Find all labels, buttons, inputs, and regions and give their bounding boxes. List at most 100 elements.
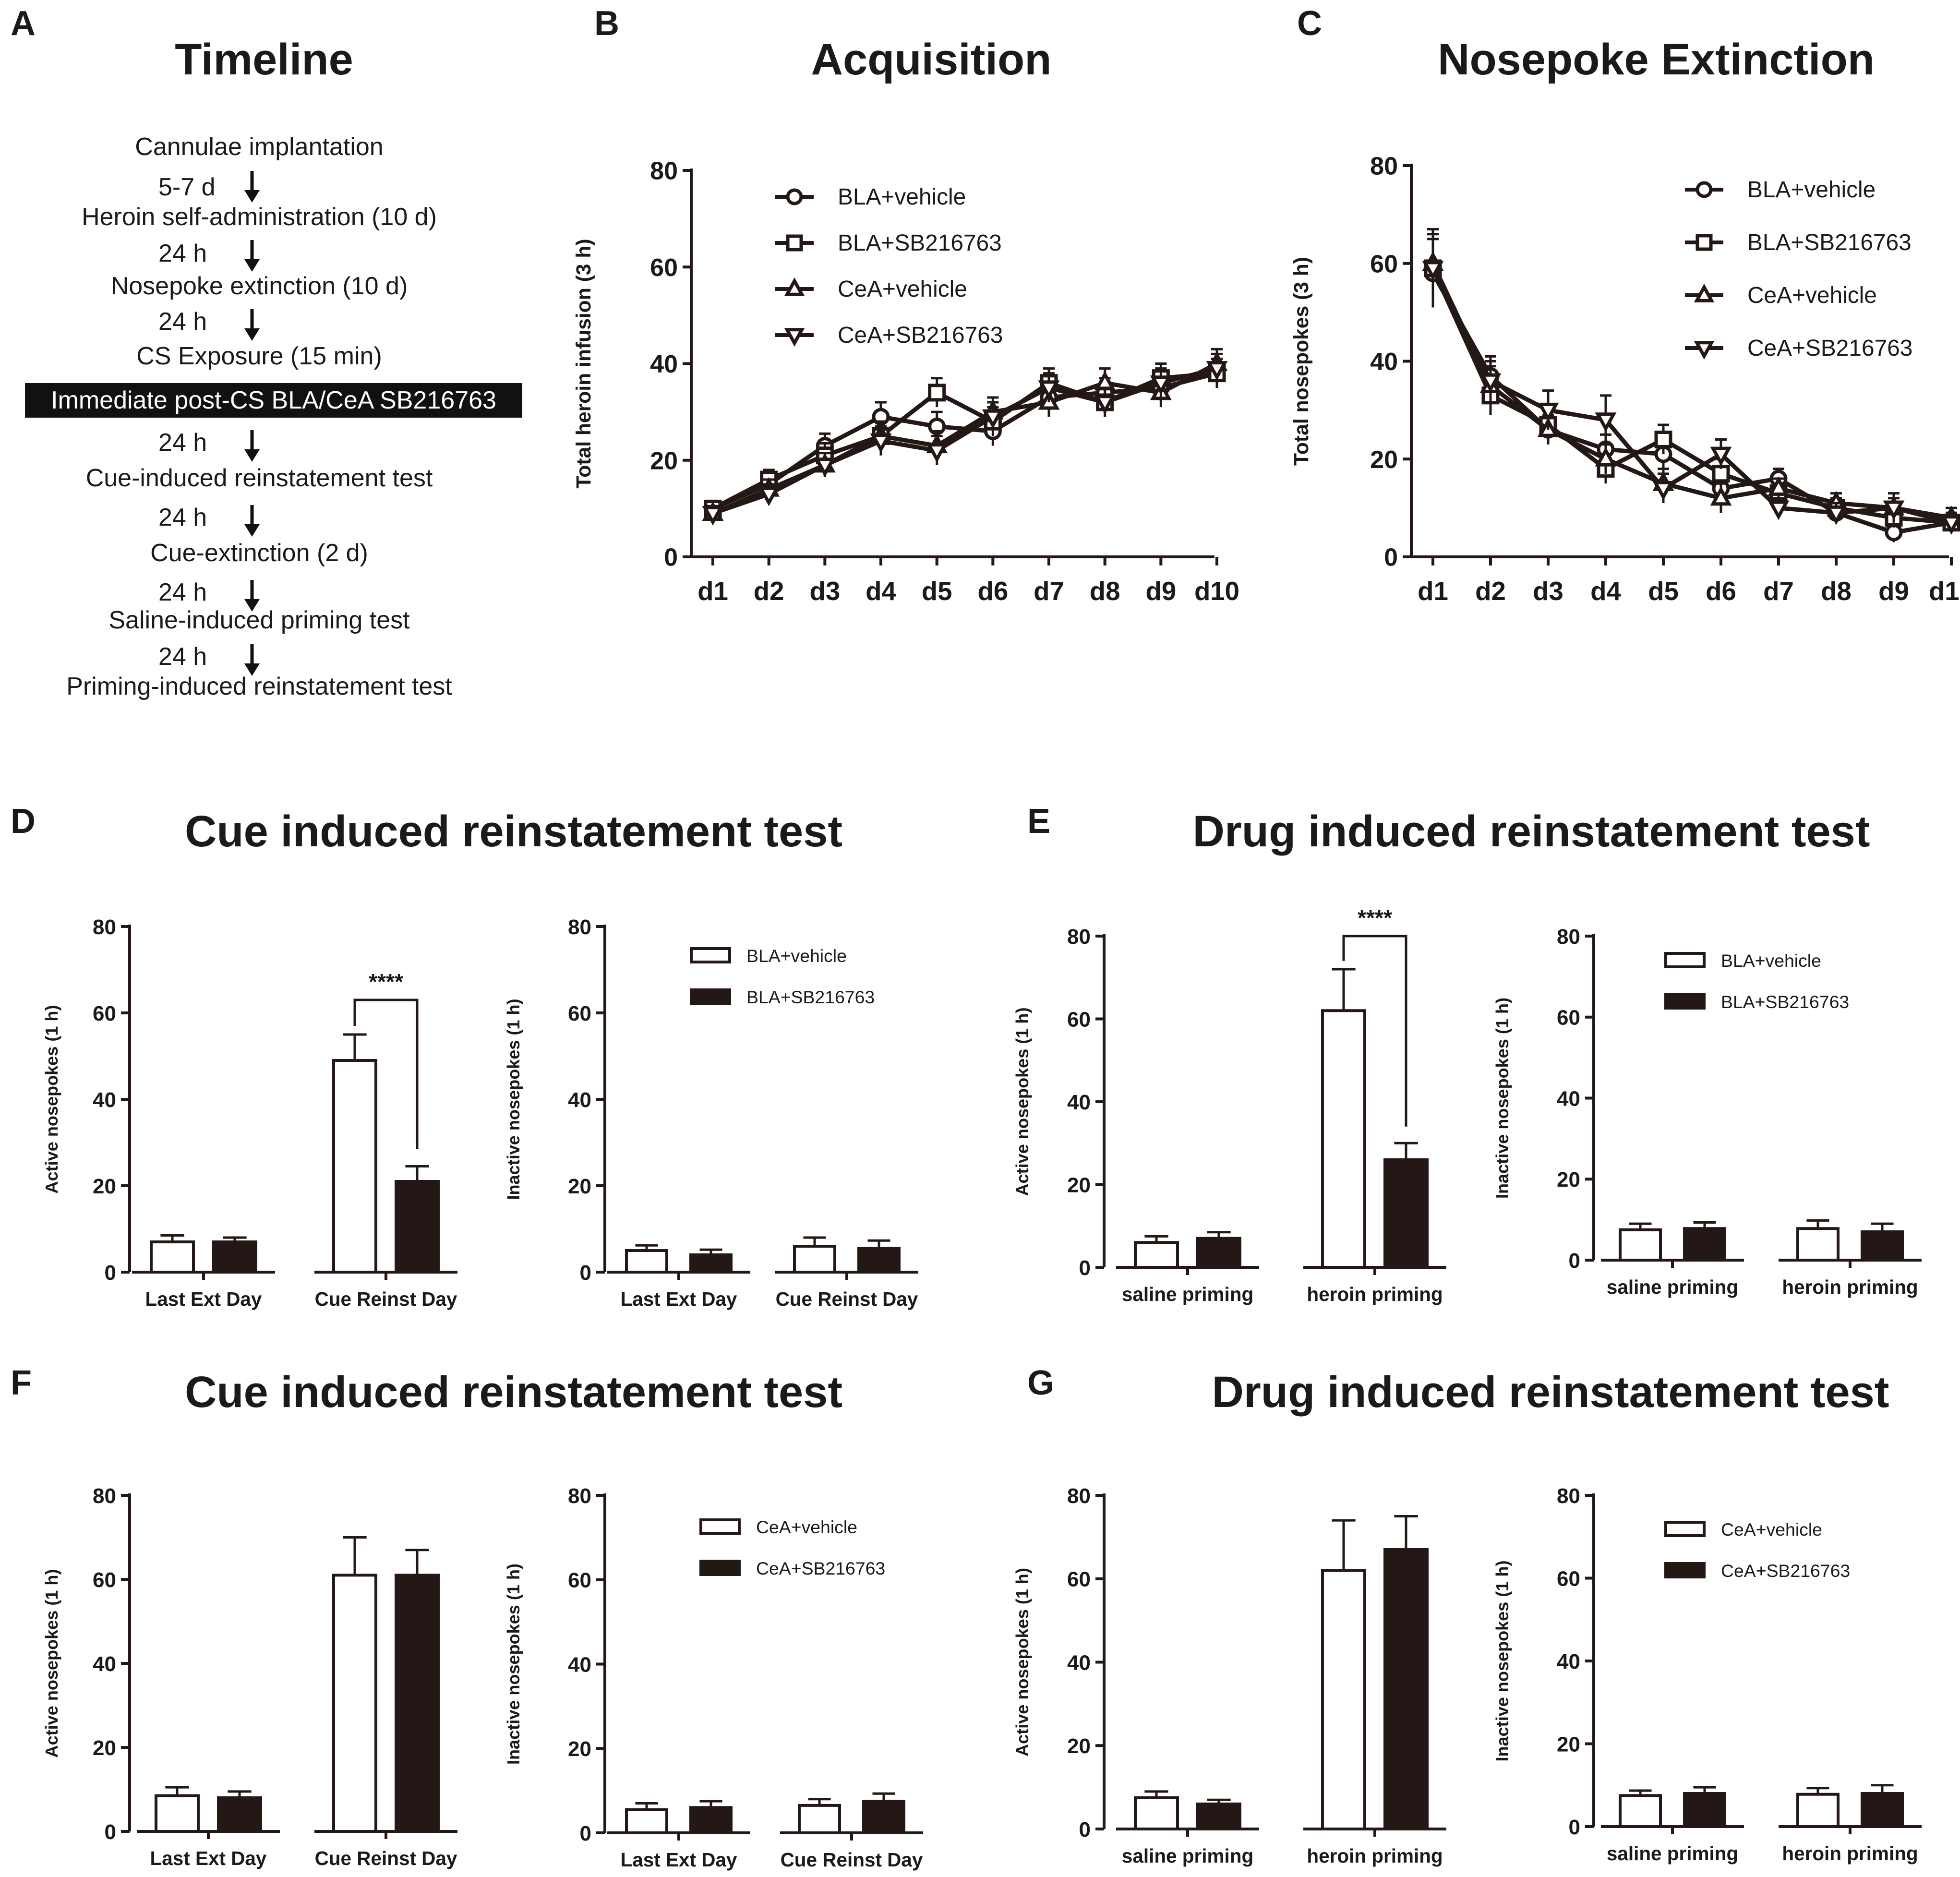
bar-cea-vehicle <box>798 1804 841 1834</box>
y-tick-label: 80 <box>93 915 116 939</box>
y-tick-label: 20 <box>93 1175 116 1198</box>
marker-triangle-down <box>1694 341 1715 360</box>
marker-triangle-down <box>1710 446 1732 467</box>
marker-triangle-down <box>1940 515 1960 535</box>
x-tick-label: d7 <box>1763 577 1794 606</box>
y-tick-label: 60 <box>93 1002 116 1025</box>
significance-stars: **** <box>369 969 403 994</box>
bar-bla-sb216763 <box>1196 1237 1241 1269</box>
x-tick-label: Last Ext Day <box>150 1847 267 1869</box>
legend-label: BLA+vehicle <box>1747 177 1876 203</box>
x-tick-label: d6 <box>1706 577 1736 606</box>
significance-bracket <box>1342 935 1407 1127</box>
bar-bla-vehicle <box>332 1059 377 1274</box>
timeline-gap-label: 24 h <box>158 429 207 457</box>
bar-cea-vehicle <box>1796 1793 1840 1828</box>
legend: CeA+vehicle CeA+SB216763 <box>1664 1519 1850 1581</box>
legend-label: BLA+vehicle <box>1721 951 1821 971</box>
bar-cea-sb216763 <box>1196 1802 1241 1830</box>
y-tick-label: 60 <box>1557 1567 1580 1590</box>
y-axis-label: Inactive nosepokes (1 h) <box>504 999 523 1200</box>
series-bla-sb216763 <box>1424 233 1960 533</box>
x-tick-label: heroin priming <box>1782 1276 1918 1298</box>
bar-bla-sb216763 <box>1861 1230 1904 1262</box>
y-tick-label: 40 <box>93 1088 116 1112</box>
panel-title-d: Cue induced reinstatement test <box>184 807 843 856</box>
bar-cea-sb216763 <box>1383 1548 1429 1830</box>
legend-label: CeA+vehicle <box>1721 1519 1822 1540</box>
bar-bla-sb216763 <box>857 1247 901 1274</box>
y-tick-label: 80 <box>1370 153 1398 180</box>
e-active-bar-chart: 0 20 40 60 80 Active nosepokes (1 h) saline pr… <box>1012 905 1446 1305</box>
legend: BLA+vehicle BLA+SB216763 CeA+vehicle CeA+SB… <box>1685 177 1912 361</box>
x-tick-label: d5 <box>1648 577 1679 606</box>
y-tick-label: 60 <box>93 1568 116 1592</box>
panel-letter-b: B <box>594 4 619 43</box>
marker-triangle-down <box>870 433 892 453</box>
g-active-bar-chart: 0 20 40 60 80 Active nosepokes (1 h) saline pr… <box>1012 1484 1446 1867</box>
timeline-gap-label: 24 h <box>158 578 207 606</box>
marker-triangle-down <box>926 443 948 463</box>
y-tick-label: 60 <box>568 1002 591 1025</box>
x-tick-label: d4 <box>1590 577 1621 606</box>
y-axis-label: Active nosepokes (1 h) <box>42 1569 61 1758</box>
extinction-line-chart: 0 20 40 60 80 Total nosepokes (3 h) d1 d2 d3 d4 d5… <box>1290 153 1960 606</box>
y-tick-label: 0 <box>1079 1256 1091 1280</box>
legend-swatch <box>690 988 731 1005</box>
marker-circle <box>1695 181 1713 198</box>
x-tick-label: saline priming <box>1122 1283 1253 1305</box>
y-tick-label: 60 <box>568 1569 591 1592</box>
panel-letter-a: A <box>11 4 36 43</box>
y-tick-label: 20 <box>1067 1734 1091 1758</box>
legend: CeA+vehicle CeA+SB216763 <box>699 1517 885 1578</box>
y-tick-label: 40 <box>568 1653 591 1676</box>
series-cea-sb216763 <box>702 352 1228 526</box>
bar-bla-vehicle <box>625 1249 668 1274</box>
y-tick-label: 80 <box>568 915 591 939</box>
y-tick-label: 80 <box>93 1484 116 1508</box>
y-axis-label: Active nosepokes (1 h) <box>1012 1568 1032 1757</box>
series-line <box>1431 262 1952 520</box>
y-tick-label: 80 <box>650 157 678 185</box>
y-tick-label: 60 <box>1067 1008 1091 1031</box>
bar-bla-vehicle <box>793 1245 836 1274</box>
y-tick-label: 80 <box>568 1484 591 1508</box>
x-tick-label: saline priming <box>1122 1845 1253 1867</box>
marker-triangle-down <box>1094 395 1116 415</box>
panel-title-a: Timeline <box>175 35 353 84</box>
marker-triangle-down <box>1038 380 1060 400</box>
down-arrow-icon <box>244 430 260 462</box>
marker-triangle-down <box>1595 412 1617 433</box>
y-tick-label: 60 <box>1067 1568 1091 1591</box>
legend-swatch <box>1664 952 1706 968</box>
timeline-gap-label: 24 h <box>158 643 207 671</box>
marker-square <box>786 234 803 252</box>
timeline-gap-label: 24 h <box>158 240 207 267</box>
marker-triangle-down <box>1479 373 1502 393</box>
bar-bla-sb216763 <box>395 1180 440 1274</box>
timeline-step: CS Exposure (15 min) <box>136 342 382 370</box>
x-tick-label: d3 <box>1533 577 1563 606</box>
legend-swatch <box>1664 993 1706 1010</box>
bar-bla-sb216763 <box>689 1253 733 1274</box>
marker-triangle-down <box>1206 361 1228 381</box>
x-tick-label: d2 <box>1475 577 1506 606</box>
legend-swatch <box>699 1518 741 1535</box>
x-tick-label: Last Ext Day <box>621 1288 737 1310</box>
panel-title-f: Cue induced reinstatement test <box>184 1368 843 1417</box>
panel-title-e: Drug induced reinstatement test <box>1192 807 1870 856</box>
legend: BLA+vehicle BLA+SB216763 CeA+vehicle CeA+SB… <box>775 184 1003 348</box>
bar-cea-vehicle <box>1619 1794 1662 1828</box>
y-axis-label: Inactive nosepokes (1 h) <box>1492 1560 1512 1761</box>
bar-bla-vehicle <box>150 1240 195 1274</box>
legend-label: BLA+SB216763 <box>746 987 875 1007</box>
down-arrow-icon <box>244 171 260 203</box>
marker-square <box>928 384 946 402</box>
down-arrow-icon <box>244 644 260 676</box>
d-active-bar-chart: 0 20 40 60 80 Active nosepokes (1 h) Last Ext … <box>42 915 457 1310</box>
legend-label: CeA+SB216763 <box>756 1558 885 1578</box>
y-tick-label: 0 <box>664 544 678 572</box>
x-tick-label: d9 <box>1878 577 1909 606</box>
legend-label: CeA+vehicle <box>838 277 967 302</box>
x-tick-label: saline priming <box>1607 1276 1738 1298</box>
